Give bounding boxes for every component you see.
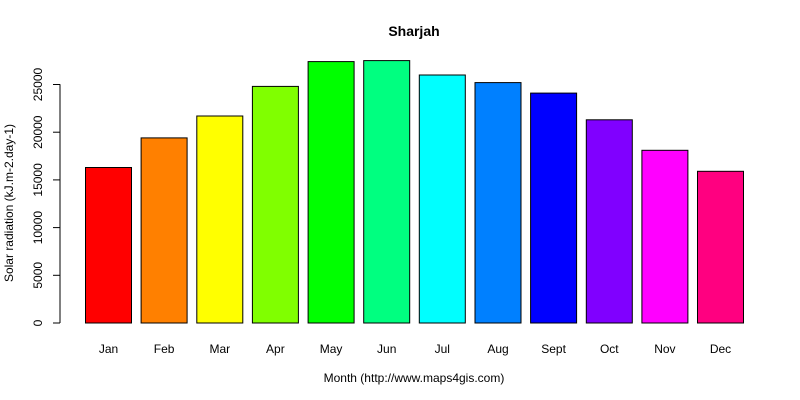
x-tick-labels: Jan Feb Mar Apr May Jun Jul Aug Sept Oct Nov Dec [99, 342, 731, 356]
chart-title: Sharjah [388, 23, 439, 39]
x-tick-label-aug: Aug [487, 342, 508, 356]
y-tick-label-15000: 15000 [31, 163, 45, 197]
bar-mar [196, 115, 244, 324]
y-tick-label-0: 0 [31, 319, 45, 326]
x-axis-label: Month (http://www.maps4gis.com) [324, 371, 505, 385]
bar-aug [474, 82, 522, 324]
x-tick-label-nov: Nov [654, 342, 675, 356]
bar-oct [585, 119, 633, 324]
x-tick-label-oct: Oct [600, 342, 619, 356]
y-axis-label: Solar radiation (kJ.m-2.day-1) [2, 124, 16, 282]
x-tick-label-may: May [320, 342, 343, 356]
bars-group [85, 60, 744, 324]
y-tick-label-25000: 25000 [31, 67, 45, 101]
x-tick-label-jul: Jul [435, 342, 450, 356]
bar-nov [641, 149, 689, 324]
y-tick-label-20000: 20000 [31, 115, 45, 149]
bar-dec [697, 170, 744, 324]
y-axis: 0 5000 10000 15000 20000 25000 [31, 67, 61, 326]
bar-feb [140, 137, 188, 324]
x-tick-label-apr: Apr [266, 342, 285, 356]
bar-jan [85, 167, 132, 324]
x-tick-label-jun: Jun [377, 342, 396, 356]
bar-jun [363, 60, 411, 324]
bar-jul [418, 74, 466, 324]
x-tick-label-jan: Jan [99, 342, 118, 356]
bar-apr [251, 85, 299, 324]
x-tick-label-dec: Dec [710, 342, 731, 356]
y-tick-label-10000: 10000 [31, 211, 45, 245]
x-tick-label-sept: Sept [541, 342, 566, 356]
x-tick-label-feb: Feb [154, 342, 175, 356]
bar-sept [530, 92, 578, 324]
bar-may [307, 61, 355, 324]
y-tick-label-5000: 5000 [31, 262, 45, 289]
x-tick-label-mar: Mar [209, 342, 230, 356]
